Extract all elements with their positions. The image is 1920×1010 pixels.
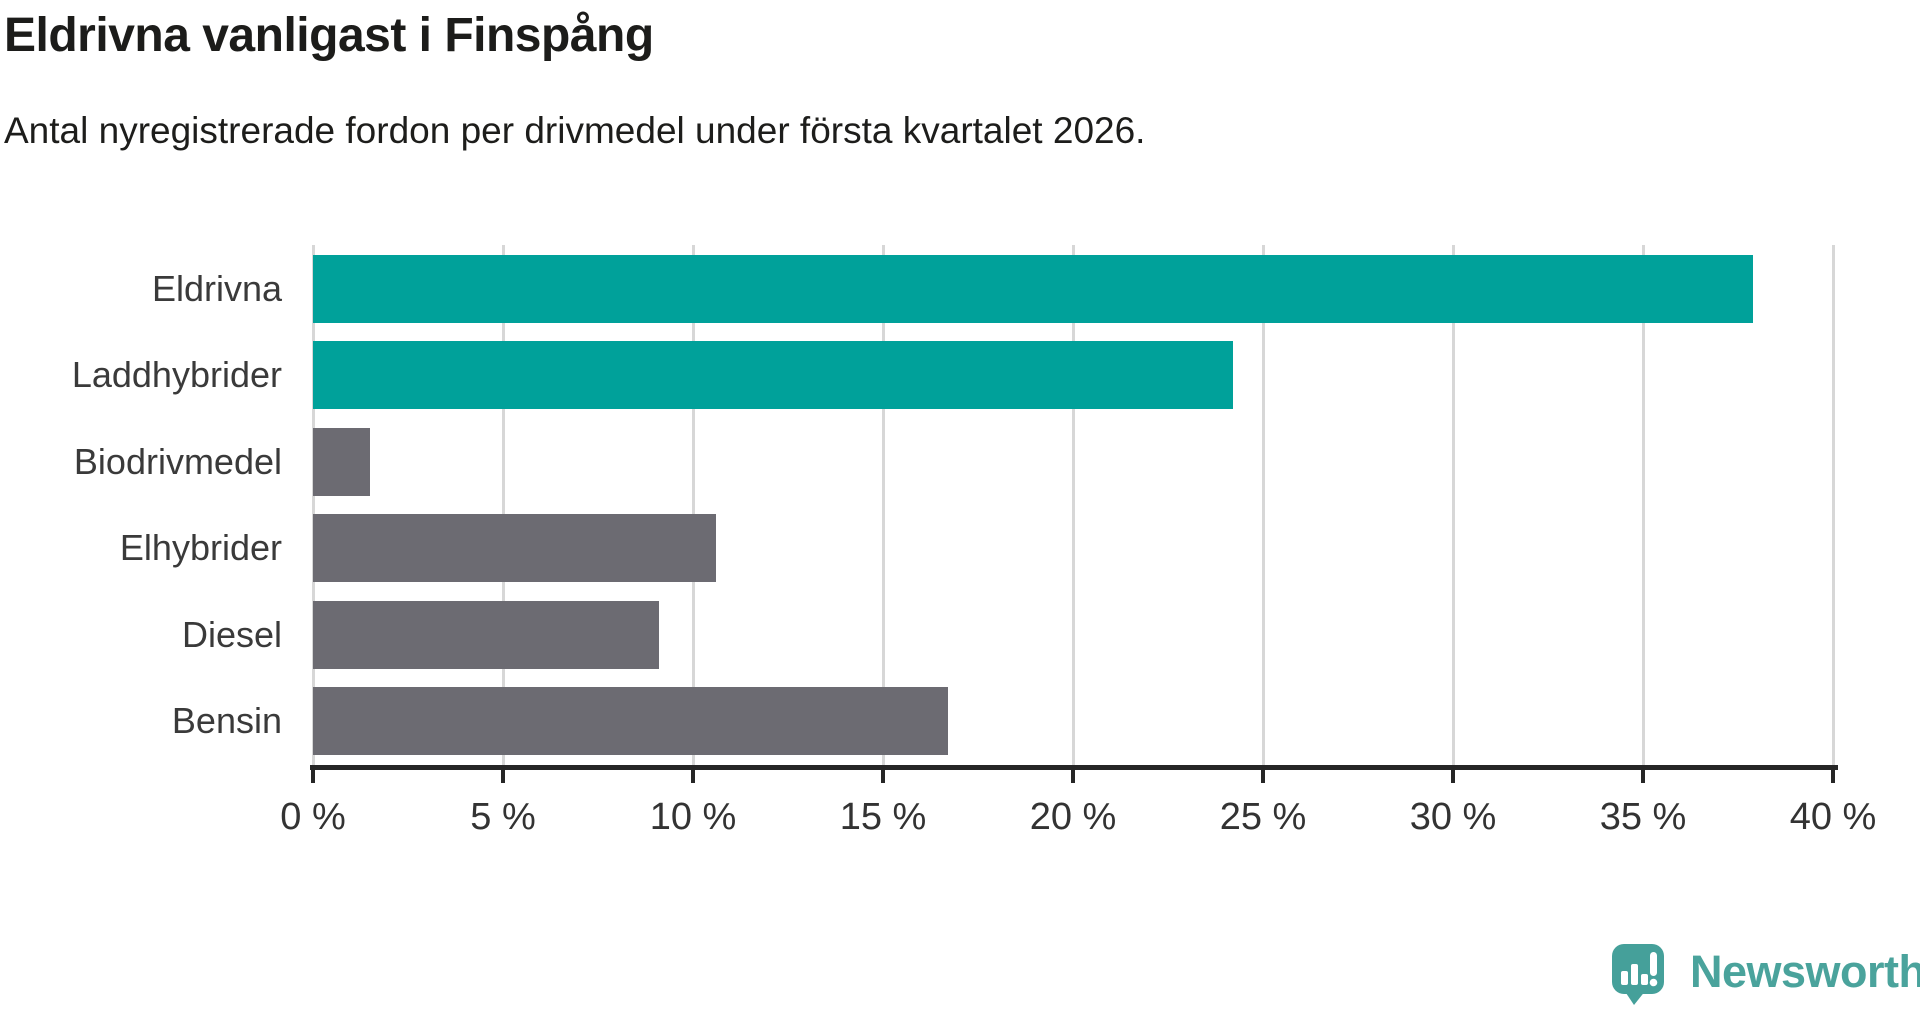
grid-line [881,245,885,765]
x-axis-tick-label: 25 % [1219,796,1307,838]
x-axis-tick-label: 20 % [1029,796,1117,838]
bar-category-label: Laddhybrider [71,354,282,396]
chart-subtitle: Antal nyregistrerade fordon per drivmede… [4,110,1146,151]
grid-line [501,245,505,765]
x-axis-tick-label: 5 % [470,796,536,838]
x-axis-tick [1071,770,1075,783]
grid-line [1641,245,1645,765]
x-axis-tick [311,770,315,783]
bar-diesel [313,600,659,669]
newsworthy-logo: Newsworthy [1606,944,1920,1006]
grid-line [691,245,695,765]
x-axis-tick [1831,770,1835,783]
page-title: Eldrivna vanligast i Finspång [4,9,654,62]
bar-elhybrider [313,514,716,583]
x-axis-tick [691,770,695,783]
x-axis-tick-label: 35 % [1599,796,1687,838]
x-axis-tick [1261,770,1265,783]
x-axis-tick-label: 15 % [839,796,927,838]
x-axis-tick-label: 40 % [1789,796,1877,838]
grid-line [1071,245,1075,765]
x-axis-tick-label: 10 % [649,796,737,838]
grid-line [1451,245,1455,765]
bar-category-label: Bensin [171,700,282,741]
bar-biodrivmedel [313,427,370,496]
x-axis-tick [881,770,885,783]
newsworthy-logo-text: Newsworthy [1690,946,1920,997]
x-axis-line [310,765,1838,770]
x-axis-tick [501,770,505,783]
bar-category-label: Diesel [181,613,282,655]
x-axis-tick [1641,770,1645,783]
bar-category-label: Elhybrider [119,527,282,569]
x-axis-tick-label: 30 % [1409,796,1497,838]
newsworthy-logo-icon [1612,944,1664,1005]
bar-category-label: Eldrivna [151,268,282,309]
grid-line [311,245,315,765]
x-axis-tick [1451,770,1455,783]
x-axis-tick-label: 0 % [280,796,346,838]
bar-bensin [313,687,948,755]
bar-category-label: Biodrivmedel [73,440,282,482]
bar-laddhybrider [313,341,1233,410]
grid-line [1831,245,1835,765]
bar-eldrivna [313,255,1754,323]
grid-line [1261,245,1265,765]
